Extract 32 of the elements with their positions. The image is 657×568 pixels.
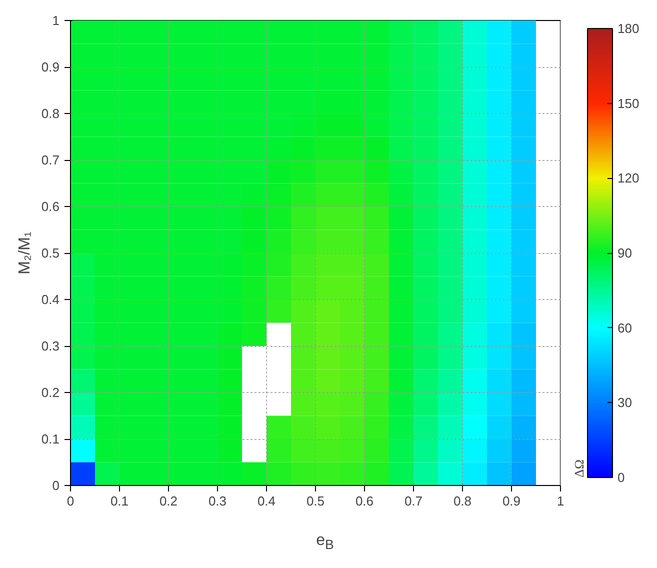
y-axis-title: M₂/M₁ <box>16 232 34 274</box>
x-tick-label: 1 <box>556 494 564 508</box>
color-bar-label: 0 <box>618 470 625 485</box>
x-tick-label: 0.8 <box>453 494 472 508</box>
y-tick-label: 0.3 <box>41 338 60 354</box>
y-tick-label: 0.9 <box>41 60 60 74</box>
x-tick-label: 0.7 <box>404 494 423 508</box>
y-tick-label: 1 <box>52 13 60 28</box>
y-tick-label: 0.2 <box>41 385 60 400</box>
y-tick-label: 0.1 <box>41 432 60 446</box>
x-tick-label: 0.3 <box>208 494 227 508</box>
x-tick-label: 0.5 <box>306 494 325 508</box>
x-axis-title: e$_{B}$ <box>316 531 334 554</box>
color-bar-label: 120 <box>618 170 640 186</box>
x-tick-label: 0.4 <box>257 494 276 508</box>
x-tick-label: 0.2 <box>159 494 178 508</box>
y-tick-label: 0.5 <box>41 246 60 260</box>
y-tick-label: 0.6 <box>41 199 60 214</box>
y-tick-label: 0.8 <box>41 106 60 121</box>
y-tick-label: 0 <box>52 478 60 493</box>
color-bar-label: 90 <box>618 246 632 260</box>
y-tick-label: 0.4 <box>41 292 60 307</box>
x-tick-label: 0.9 <box>502 494 521 508</box>
color-bar-label: 30 <box>618 395 632 410</box>
x-tick-label: 0.6 <box>355 494 374 508</box>
color-bar-label: 60 <box>618 320 632 336</box>
x-tick-label: 0 <box>66 494 74 508</box>
color-bar-label: 150 <box>618 96 640 111</box>
y-tick-label: 0.7 <box>41 152 60 168</box>
color-bar-label: 180 <box>618 21 640 36</box>
x-tick-label: 0.1 <box>110 494 129 508</box>
color-bar-title: ΔΩ <box>572 459 586 478</box>
